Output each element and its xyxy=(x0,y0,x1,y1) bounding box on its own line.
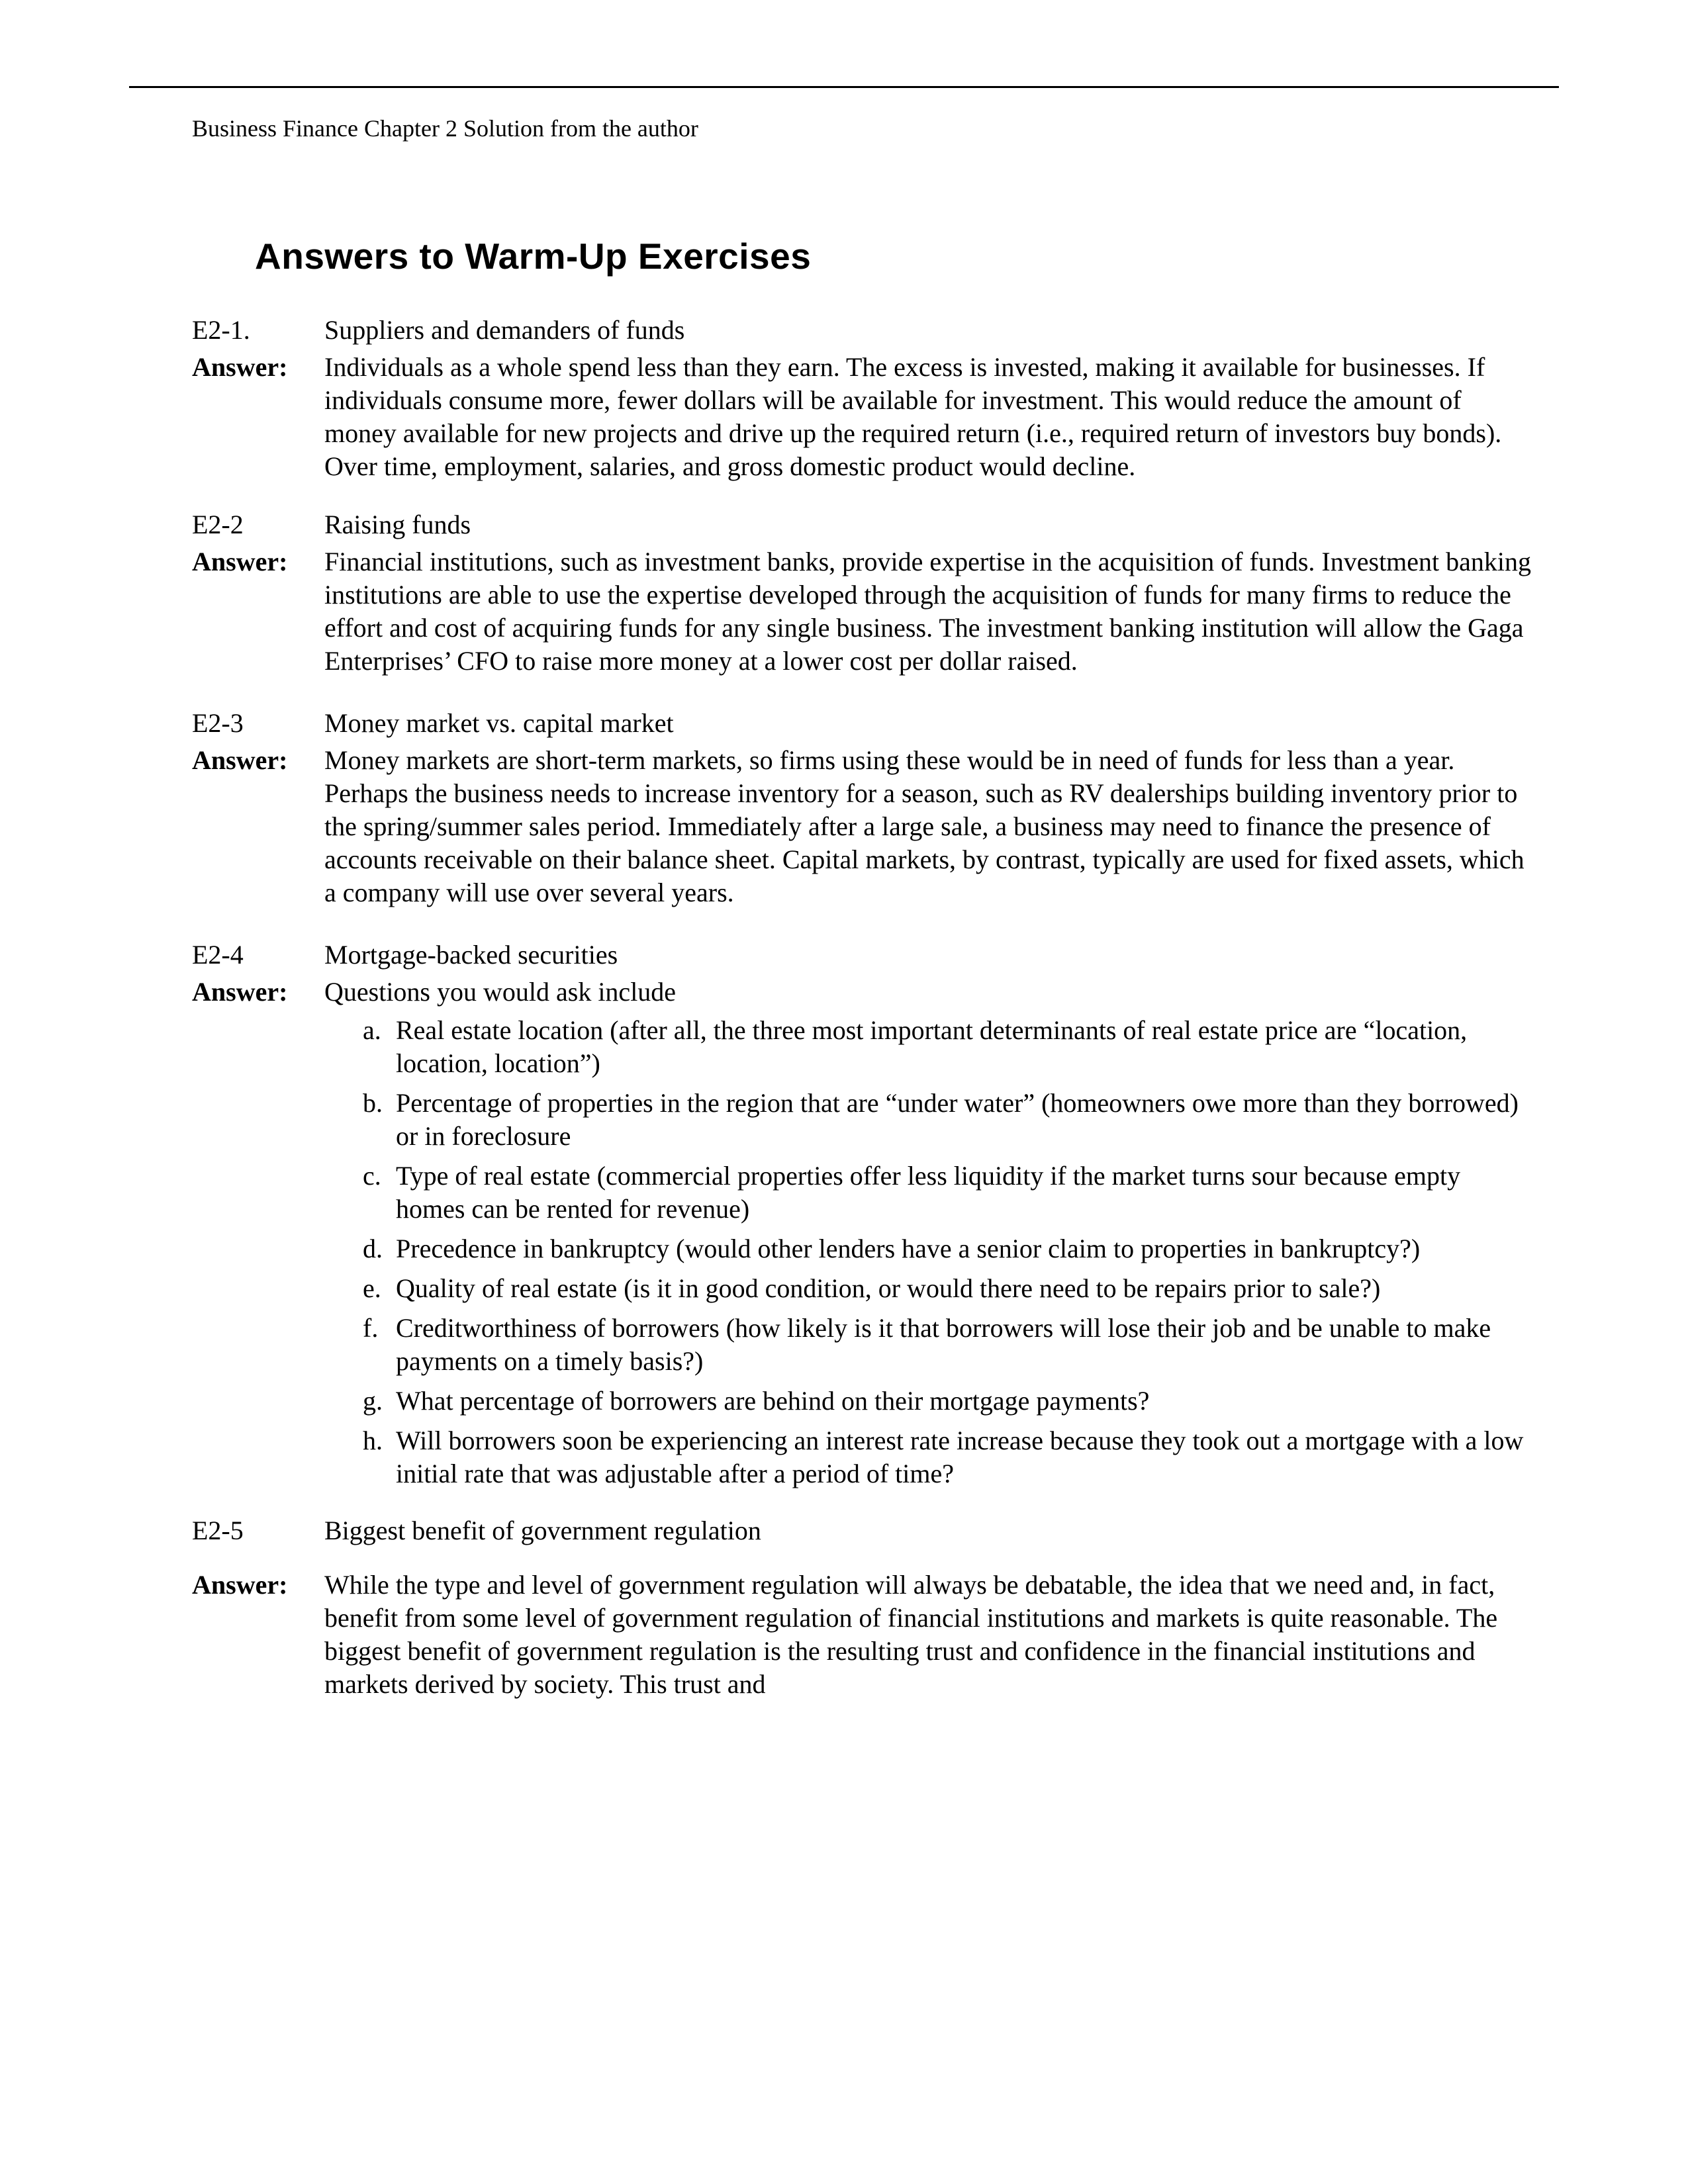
answer-text: While the type and level of government r… xyxy=(324,1569,1539,1701)
top-rule xyxy=(129,86,1559,88)
list-item: f. Creditworthiness of borrowers (how li… xyxy=(363,1312,1539,1378)
question-row-e2-4: E2-4 Mortgage-backed securities xyxy=(192,938,1539,972)
list-text: Will borrowers soon be experiencing an i… xyxy=(396,1424,1539,1490)
answer-list: a. Real estate location (after all, the … xyxy=(363,1014,1539,1490)
question-title: Mortgage-backed securities xyxy=(324,938,1539,972)
list-marker: e. xyxy=(363,1272,396,1305)
answer-row-e2-2: Answer: Financial institutions, such as … xyxy=(192,545,1539,678)
question-title: Raising funds xyxy=(324,508,1539,541)
answer-body: Questions you would ask include a. Real … xyxy=(324,976,1539,1497)
list-text: Quality of real estate (is it in good co… xyxy=(396,1272,1539,1305)
question-id: E2-2 xyxy=(192,508,324,541)
list-marker: d. xyxy=(363,1232,396,1265)
section-title: Answers to Warm-Up Exercises xyxy=(255,235,1559,277)
answer-text: Individuals as a whole spend less than t… xyxy=(324,351,1539,483)
list-item: e. Quality of real estate (is it in good… xyxy=(363,1272,1539,1305)
list-text: Type of real estate (commercial properti… xyxy=(396,1160,1539,1226)
list-marker: f. xyxy=(363,1312,396,1378)
answer-row-e2-4: Answer: Questions you would ask include … xyxy=(192,976,1539,1497)
answer-label: Answer: xyxy=(192,976,324,1497)
question-id: E2-5 xyxy=(192,1514,324,1547)
list-marker: g. xyxy=(363,1385,396,1418)
list-marker: h. xyxy=(363,1424,396,1490)
list-item: g. What percentage of borrowers are behi… xyxy=(363,1385,1539,1418)
answer-label: Answer: xyxy=(192,351,324,483)
answer-row-e2-1: Answer: Individuals as a whole spend les… xyxy=(192,351,1539,483)
running-header: Business Finance Chapter 2 Solution from… xyxy=(192,114,1559,142)
question-id: E2-1. xyxy=(192,314,324,347)
list-text: What percentage of borrowers are behind … xyxy=(396,1385,1539,1418)
list-marker: a. xyxy=(363,1014,396,1080)
list-item: a. Real estate location (after all, the … xyxy=(363,1014,1539,1080)
list-item: c. Type of real estate (commercial prope… xyxy=(363,1160,1539,1226)
list-text: Creditworthiness of borrowers (how likel… xyxy=(396,1312,1539,1378)
answer-intro: Questions you would ask include xyxy=(324,976,1539,1009)
answer-row-e2-3: Answer: Money markets are short-term mar… xyxy=(192,744,1539,909)
question-id: E2-3 xyxy=(192,707,324,740)
answer-label: Answer: xyxy=(192,1569,324,1701)
list-text: Real estate location (after all, the thr… xyxy=(396,1014,1539,1080)
list-text: Percentage of properties in the region t… xyxy=(396,1087,1539,1153)
question-row-e2-5: E2-5 Biggest benefit of government regul… xyxy=(192,1514,1539,1547)
question-title: Suppliers and demanders of funds xyxy=(324,314,1539,347)
answer-label: Answer: xyxy=(192,744,324,909)
answer-label: Answer: xyxy=(192,545,324,678)
answer-text: Financial institutions, such as investme… xyxy=(324,545,1539,678)
question-id: E2-4 xyxy=(192,938,324,972)
list-item: h. Will borrowers soon be experiencing a… xyxy=(363,1424,1539,1490)
question-row-e2-3: E2-3 Money market vs. capital market xyxy=(192,707,1539,740)
list-text: Precedence in bankruptcy (would other le… xyxy=(396,1232,1539,1265)
document-page: Business Finance Chapter 2 Solution from… xyxy=(0,0,1688,2184)
question-title: Money market vs. capital market xyxy=(324,707,1539,740)
list-marker: c. xyxy=(363,1160,396,1226)
answer-row-e2-5: Answer: While the type and level of gove… xyxy=(192,1569,1539,1701)
list-item: d. Precedence in bankruptcy (would other… xyxy=(363,1232,1539,1265)
answer-text: Money markets are short-term markets, so… xyxy=(324,744,1539,909)
question-row-e2-1: E2-1. Suppliers and demanders of funds xyxy=(192,314,1539,347)
question-title: Biggest benefit of government regulation xyxy=(324,1514,1539,1547)
list-marker: b. xyxy=(363,1087,396,1153)
list-item: b. Percentage of properties in the regio… xyxy=(363,1087,1539,1153)
question-row-e2-2: E2-2 Raising funds xyxy=(192,508,1539,541)
